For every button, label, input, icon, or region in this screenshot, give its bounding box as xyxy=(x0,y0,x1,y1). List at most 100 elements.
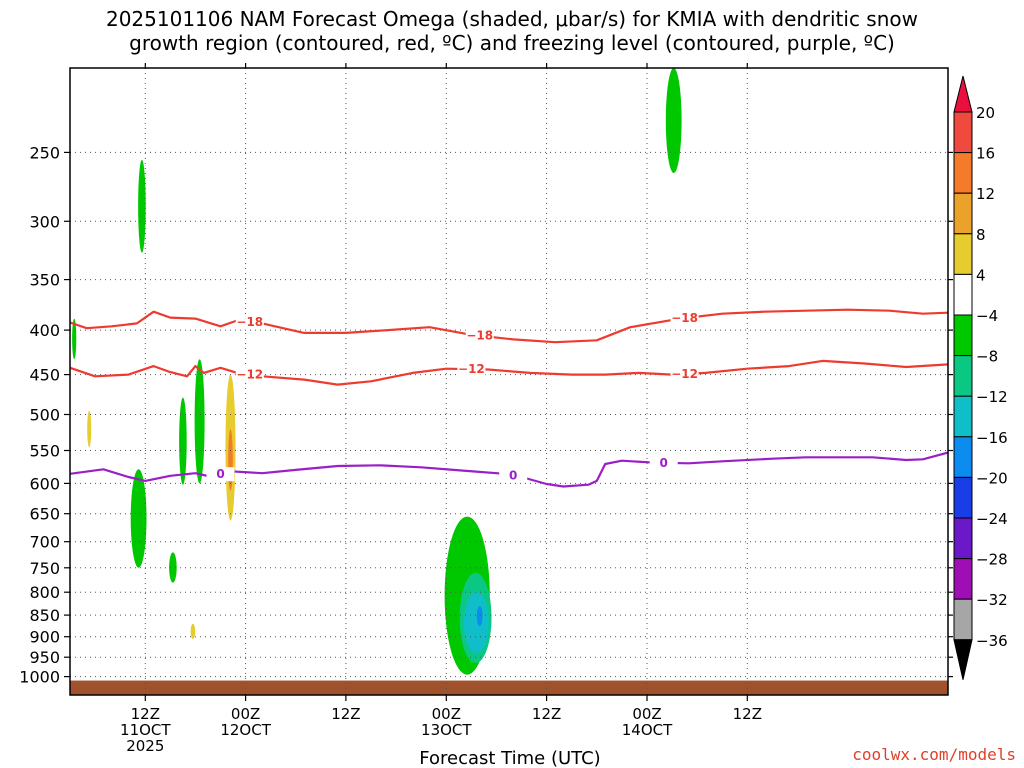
colorbar-label: 8 xyxy=(976,226,986,244)
title-line-2: growth region (contoured, red, ºC) and f… xyxy=(129,31,895,55)
contour-label: −18 xyxy=(466,329,493,343)
contour-label-bg xyxy=(649,455,678,470)
colorbar-label: 20 xyxy=(976,104,995,122)
colorbar-label: −4 xyxy=(976,307,998,325)
omega-region-14 xyxy=(476,606,483,627)
colorbar-label: 16 xyxy=(976,145,995,163)
y-tick-label: 650 xyxy=(29,505,60,524)
y-tick-label: 950 xyxy=(29,648,60,667)
ground-surface xyxy=(70,680,948,695)
contour-label-bg xyxy=(457,362,486,377)
contour-label-bg xyxy=(235,367,264,382)
x-tick-label: 00Z xyxy=(432,705,461,723)
y-tick-label: 850 xyxy=(29,606,60,625)
contour-label-bg xyxy=(206,467,235,482)
colorbar-label: −32 xyxy=(976,591,1008,609)
colorbar-label: 4 xyxy=(976,266,986,284)
colorbar-segment xyxy=(953,111,973,154)
plot-area: −18 −18 −18 −12 −12 −12 0 0 0 250 300 350 400 450 500 5… xyxy=(19,63,953,755)
omega-region-4 xyxy=(179,397,187,485)
y-tick-label: 550 xyxy=(29,442,60,461)
x-tick-label: 13OCT xyxy=(421,721,472,739)
y-tick-label: 750 xyxy=(29,559,60,578)
contour-label-bg xyxy=(499,468,528,483)
contour-line--18 xyxy=(70,308,948,344)
x-tick-label: 12Z xyxy=(331,705,360,723)
contour-label: 0 xyxy=(216,467,224,481)
y-tick-label: 450 xyxy=(29,366,60,385)
colorbar-segment xyxy=(953,355,973,397)
x-tick-label: 12Z xyxy=(532,705,561,723)
contour-label-bg xyxy=(670,311,699,326)
title-line-1: 2025101106 NAM Forecast Omega (shaded, μ… xyxy=(106,7,918,31)
omega-region-1 xyxy=(72,318,77,360)
colorbar: 20 16 12 8 4 −4 −8 −12 −16 −20 −24 −28 −32 −36 xyxy=(953,75,1008,680)
y-tick-label: 600 xyxy=(29,474,60,493)
y-tick-label: 250 xyxy=(29,143,60,162)
colorbar-segment xyxy=(953,273,973,316)
contour-line-0 xyxy=(70,451,948,488)
colorbar-segment xyxy=(953,598,973,641)
contour-label: −18 xyxy=(671,311,698,325)
omega-region-5 xyxy=(194,359,205,484)
colorbar-label: −28 xyxy=(976,551,1008,569)
contour-label-bg xyxy=(465,328,494,343)
x-tick-label: 12OCT xyxy=(220,721,271,739)
omega-region-0 xyxy=(138,159,146,253)
omega-region-3 xyxy=(169,552,177,583)
y-axis: 250 300 350 400 450 500 550 600 650 700 750 800 850 9… xyxy=(19,143,953,687)
x-tick-label: 00Z xyxy=(231,705,260,723)
colorbar-label: 12 xyxy=(976,185,995,203)
colorbar-segment xyxy=(953,152,973,194)
colorbar-label: −12 xyxy=(976,388,1008,406)
colorbar-segment xyxy=(953,233,973,275)
colorbar-label: −16 xyxy=(976,429,1008,447)
omega-region-10 xyxy=(665,68,682,173)
contour-label: 0 xyxy=(509,468,517,482)
contour-label: 0 xyxy=(660,456,668,470)
contours: −18 −18 −18 −12 −12 −12 0 0 0 xyxy=(70,308,948,488)
colorbar-segment xyxy=(953,192,973,235)
omega-region-2 xyxy=(130,469,147,568)
colorbar-segment xyxy=(953,517,973,560)
x-axis-label: Forecast Time (UTC) xyxy=(419,748,600,768)
colorbar-segment xyxy=(953,314,973,357)
colorbar-label: −36 xyxy=(976,632,1008,650)
contour-label: −12 xyxy=(671,367,698,381)
contour-label: −12 xyxy=(236,368,263,382)
y-tick-label: 500 xyxy=(29,406,60,425)
colorbar-segment xyxy=(953,395,973,438)
contour-label-bg xyxy=(235,315,264,329)
y-tick-label: 700 xyxy=(29,533,60,552)
colorbar-segment xyxy=(953,558,973,600)
omega-shading xyxy=(72,68,682,675)
y-tick-label: 800 xyxy=(29,583,60,602)
colorbar-label: −24 xyxy=(976,510,1008,528)
omega-region-7 xyxy=(228,429,233,491)
x-tick-label: 11OCT xyxy=(120,721,171,739)
omega-region-9 xyxy=(190,623,196,639)
contour-label: −12 xyxy=(458,362,485,376)
y-tick-label: 300 xyxy=(29,212,60,231)
colorbar-top-arrow xyxy=(953,75,973,113)
contour-label: −18 xyxy=(236,315,263,329)
contour-label-bg xyxy=(670,367,699,381)
contour-line--12 xyxy=(70,359,948,386)
colorbar-segment xyxy=(953,476,973,519)
colorbar-label: −20 xyxy=(976,469,1008,487)
omega-region-13 xyxy=(463,592,489,654)
colorbar-segment xyxy=(953,436,973,478)
y-tick-label: 400 xyxy=(29,321,60,340)
colorbar-label: −8 xyxy=(976,348,998,366)
colorbar-bottom-arrow xyxy=(953,639,973,680)
y-tick-label: 1000 xyxy=(19,668,60,687)
y-tick-label: 900 xyxy=(29,628,60,647)
x-tick-label: 14OCT xyxy=(622,721,673,739)
y-tick-label: 350 xyxy=(29,271,60,290)
omega-region-8 xyxy=(87,410,92,448)
x-tick-label: 00Z xyxy=(632,705,661,723)
plot-frame xyxy=(69,67,949,696)
chart-title: 2025101106 NAM Forecast Omega (shaded, μ… xyxy=(106,7,918,55)
